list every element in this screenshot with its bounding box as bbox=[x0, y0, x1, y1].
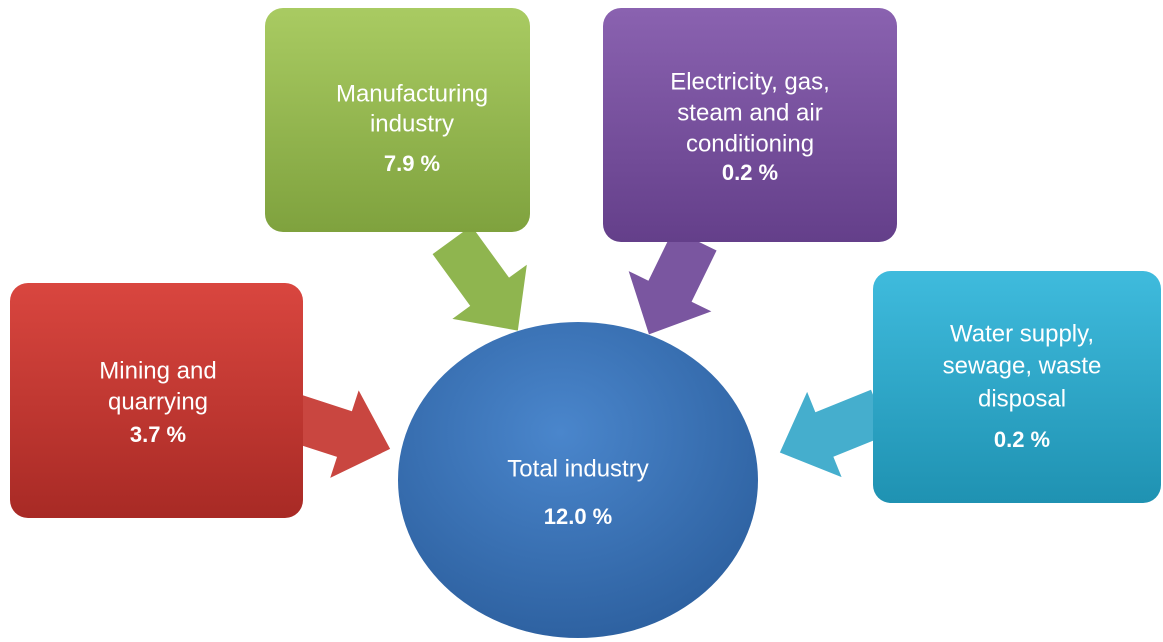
center-circle bbox=[398, 322, 758, 638]
node-label: Manufacturing bbox=[336, 80, 488, 107]
node-value: 0.2 % bbox=[722, 160, 778, 185]
node-label: conditioning bbox=[686, 130, 814, 157]
node-label: industry bbox=[370, 110, 454, 137]
node-value: 7.9 % bbox=[384, 151, 440, 176]
node-value: 0.2 % bbox=[994, 427, 1050, 452]
node-value: 3.7 % bbox=[130, 422, 186, 447]
arrow bbox=[432, 225, 527, 331]
box-mining bbox=[10, 283, 303, 518]
node-label: sewage, waste bbox=[943, 352, 1102, 379]
node-label: Mining and bbox=[99, 357, 216, 384]
arrow bbox=[628, 229, 717, 335]
box-manufacturing bbox=[265, 8, 530, 232]
arrow bbox=[779, 389, 889, 478]
arrow bbox=[287, 390, 391, 478]
node-label: steam and air bbox=[677, 99, 822, 126]
box-electricity bbox=[603, 8, 897, 242]
box-water bbox=[873, 271, 1161, 503]
node-label: Water supply, bbox=[950, 320, 1094, 347]
center-label: Total industry bbox=[507, 455, 648, 482]
node-label: quarrying bbox=[108, 388, 208, 415]
center-value: 12.0 % bbox=[544, 504, 613, 529]
node-label: Electricity, gas, bbox=[670, 68, 830, 95]
node-label: disposal bbox=[978, 385, 1066, 412]
